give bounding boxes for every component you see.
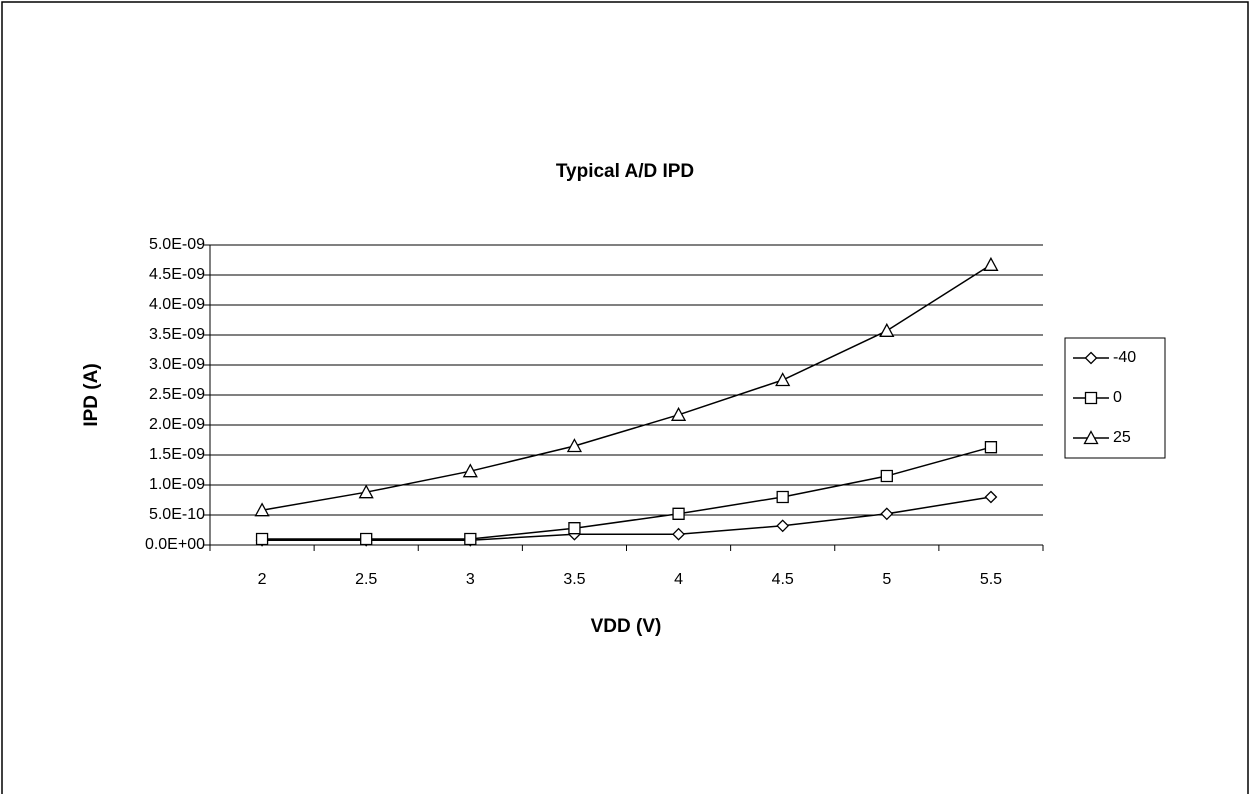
legend-label: -40 xyxy=(1113,349,1136,366)
x-tick-label: 4 xyxy=(674,571,683,588)
marker xyxy=(464,532,477,546)
marker xyxy=(776,490,789,504)
marker xyxy=(880,469,893,483)
marker xyxy=(358,484,374,499)
x-axis-title: VDD (V) xyxy=(591,616,662,637)
marker xyxy=(984,490,998,504)
marker xyxy=(880,507,894,521)
marker xyxy=(360,532,373,546)
y-tick-label: 5.0E-09 xyxy=(149,236,205,253)
legend-label: 0 xyxy=(1113,389,1122,406)
series-line xyxy=(262,496,992,541)
y-tick-label: 3.0E-09 xyxy=(149,356,205,373)
y-tick-label: 4.5E-09 xyxy=(149,266,205,283)
marker xyxy=(1084,351,1098,365)
y-tick-label: 0.0E+00 xyxy=(145,536,205,553)
marker xyxy=(672,527,685,541)
y-tick-label: 1.0E-09 xyxy=(149,476,205,493)
marker xyxy=(879,322,895,337)
y-tick-label: 1.5E-09 xyxy=(149,446,205,463)
chart-title: Typical A/D IPD xyxy=(556,161,694,182)
y-axis-title: IPD (A) xyxy=(81,363,102,426)
marker xyxy=(566,438,583,453)
x-tick-label: 2.5 xyxy=(355,571,377,588)
y-tick-label: 5.0E-10 xyxy=(149,506,205,523)
marker xyxy=(462,463,478,478)
x-tick-label: 5 xyxy=(882,571,891,588)
y-tick-label: 2.0E-09 xyxy=(149,416,205,433)
marker xyxy=(983,256,999,271)
marker xyxy=(672,507,685,520)
series-line xyxy=(262,446,992,540)
y-tick-label: 3.5E-09 xyxy=(149,326,205,343)
marker xyxy=(1083,430,1099,445)
marker xyxy=(255,532,269,546)
x-tick-label: 4.5 xyxy=(772,571,794,588)
marker xyxy=(984,441,998,454)
series-line xyxy=(261,264,992,511)
marker xyxy=(568,522,581,535)
x-tick-label: 5.5 xyxy=(980,571,1002,588)
x-tick-label: 3 xyxy=(466,571,475,588)
y-tick-label: 2.5E-09 xyxy=(149,386,205,403)
marker xyxy=(775,372,791,387)
x-tick-label: 3.5 xyxy=(563,571,585,588)
x-tick-label: 2 xyxy=(258,571,267,588)
marker xyxy=(670,406,687,421)
marker xyxy=(254,502,270,517)
y-tick-label: 4.0E-09 xyxy=(149,296,205,313)
marker xyxy=(776,519,790,533)
legend-label: 25 xyxy=(1113,429,1131,446)
marker xyxy=(1084,391,1098,405)
